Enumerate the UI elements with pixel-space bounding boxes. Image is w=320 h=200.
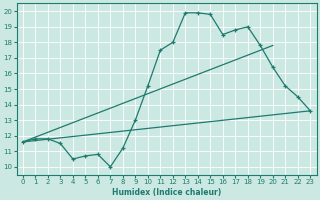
X-axis label: Humidex (Indice chaleur): Humidex (Indice chaleur) — [112, 188, 221, 197]
